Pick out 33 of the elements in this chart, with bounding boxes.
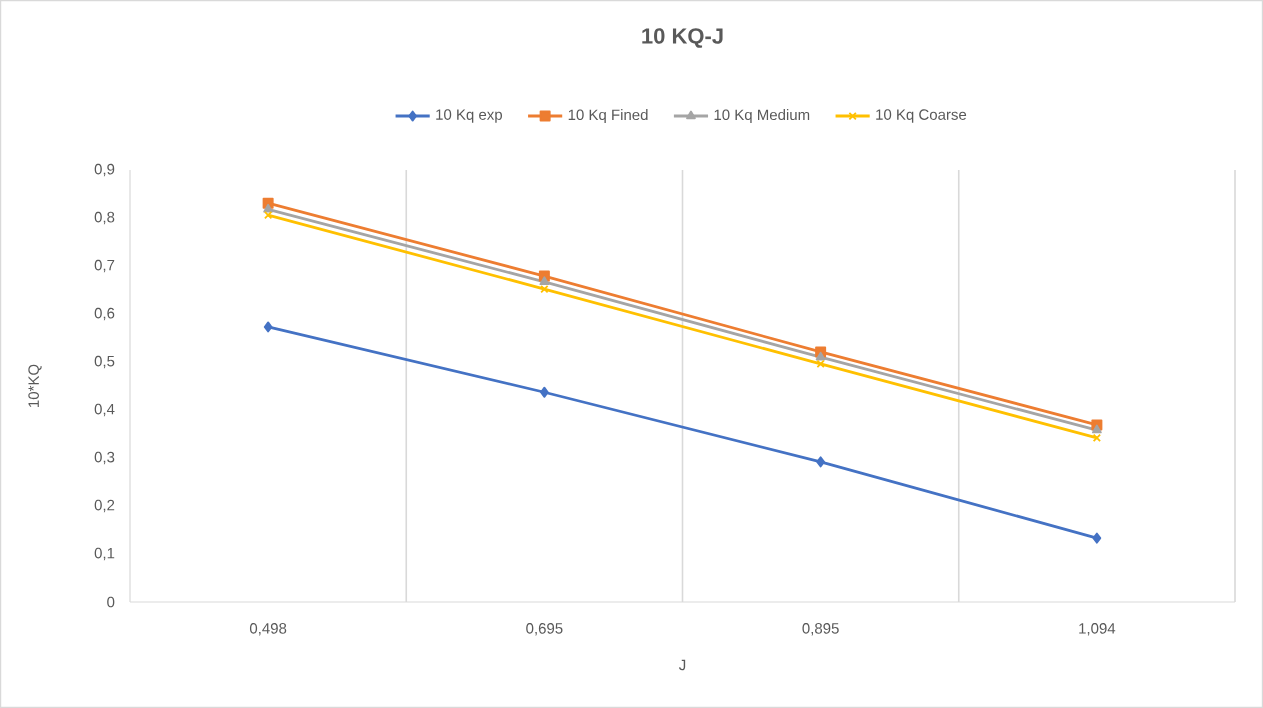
legend-label: 10 Kq Fined [568, 109, 648, 124]
y-tick-label: 0,5 [94, 355, 115, 369]
point [263, 203, 274, 213]
legend-label: 10 Kq exp [436, 109, 503, 123]
x-axis-title: J [678, 659, 686, 671]
point [540, 284, 549, 294]
point [815, 351, 826, 361]
y-axis-title: 10*KQ [28, 364, 42, 407]
point [263, 321, 273, 333]
point [816, 359, 825, 369]
point [1092, 532, 1102, 544]
y-tick-label: 0,7 [94, 259, 115, 273]
legend-label: 10 Kq Medium [714, 109, 810, 124]
x-tick-label: 0,498 [249, 623, 287, 636]
y-tick-label: 0,3 [94, 451, 115, 465]
y-tick-label: 0,9 [94, 163, 115, 177]
x-tick-label: 0,695 [526, 623, 563, 636]
point [1092, 433, 1102, 442]
point [1091, 424, 1102, 434]
chart-title: 10 KQ-J [642, 28, 723, 48]
point [540, 386, 549, 398]
point [816, 456, 825, 468]
y-tick-label: 0 [107, 596, 115, 608]
point [263, 210, 273, 220]
x-tick-label: 1,094 [1079, 623, 1116, 636]
y-tick-label: 0,6 [94, 307, 115, 321]
point [539, 276, 550, 286]
y-tick-label: 0,4 [94, 403, 115, 417]
y-tick-label: 0,8 [94, 211, 115, 225]
x-tick-label: 0,895 [802, 623, 839, 636]
legend-label: 10 Kq Coarse [876, 109, 967, 123]
y-tick-label: 0,1 [94, 547, 115, 561]
y-tick-label: 0,2 [94, 499, 115, 513]
